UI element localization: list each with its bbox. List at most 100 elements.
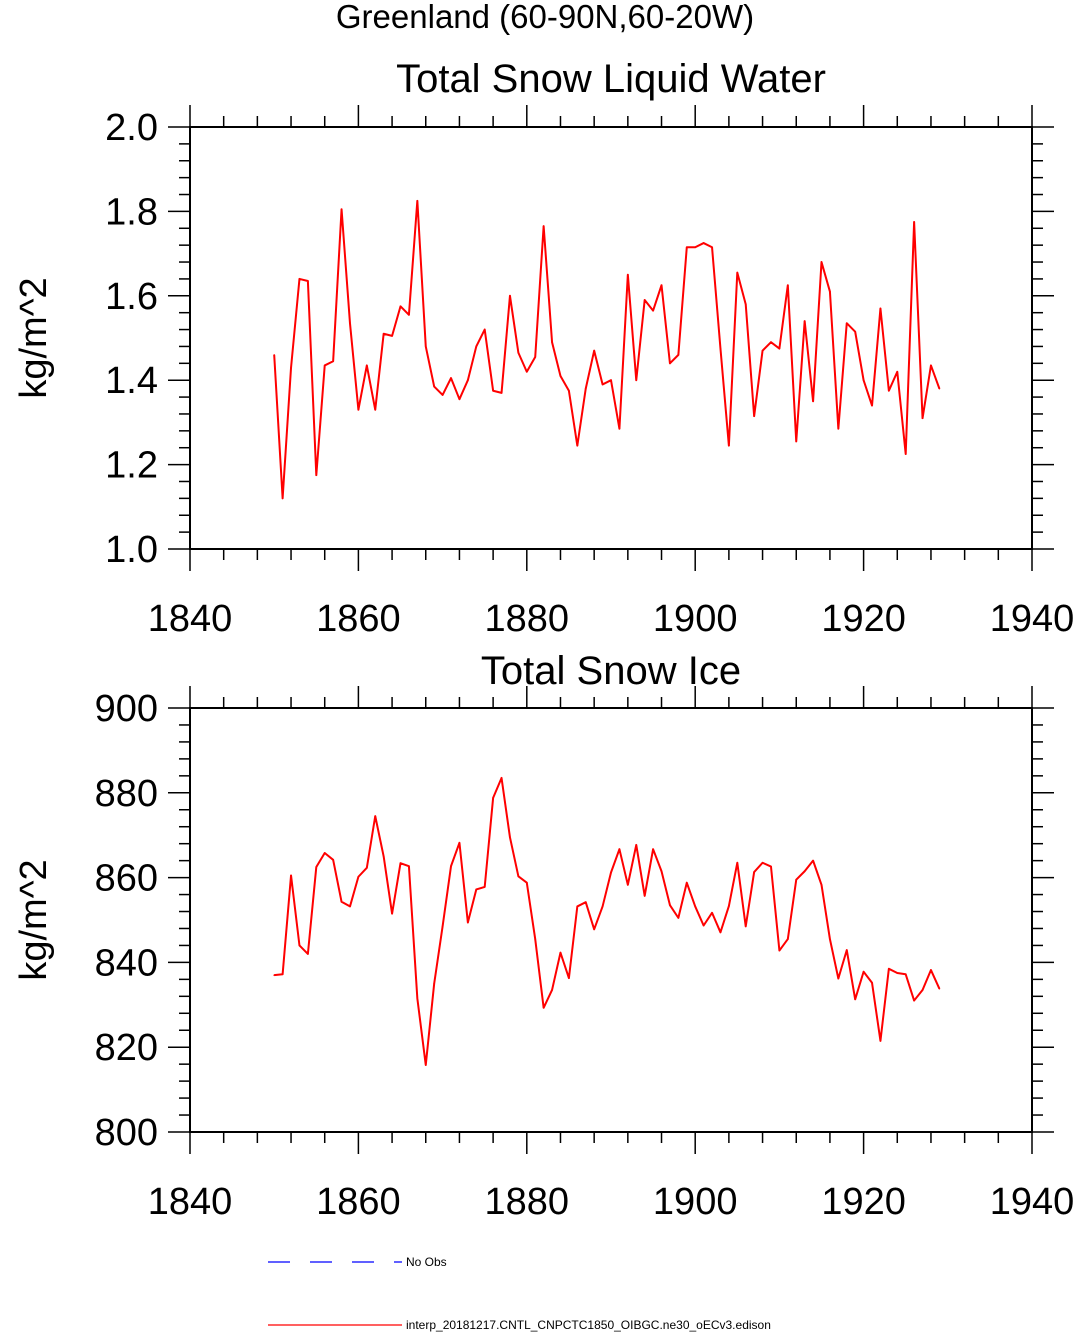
ice-data-point: [349, 905, 351, 908]
ice-data-point: [483, 886, 486, 888]
slw-xtick-label: 1840: [148, 598, 233, 640]
ice-data-point: [871, 981, 873, 984]
ice-data-point: [744, 925, 747, 928]
ice-xtick-label: 1860: [316, 1181, 401, 1223]
ice-data-point: [450, 865, 452, 867]
slw-data-point: [719, 347, 722, 350]
slw-ytick-label: 1.2: [105, 445, 158, 487]
slw-data-point: [829, 290, 831, 293]
ice-data-point: [517, 875, 520, 878]
ice-data-point: [803, 870, 806, 873]
ice-ytick-label: 820: [95, 1027, 158, 1069]
ice-xtick-label: 1920: [821, 1181, 906, 1223]
slw-ylabel: kg/m^2: [13, 277, 55, 398]
ice-data-point: [888, 967, 890, 970]
slw-data-point: [441, 394, 444, 396]
slw-data-point: [862, 379, 865, 382]
ice-data-point: [307, 953, 309, 955]
ice-data-point: [921, 989, 924, 991]
slw-data-point: [879, 307, 882, 310]
slw-data-point: [382, 332, 385, 335]
ice-data-point: [694, 905, 696, 908]
ice-data-point: [416, 997, 419, 1000]
slw-data-point: [744, 303, 747, 306]
ice-data-point: [332, 858, 334, 861]
ice-data-point: [820, 884, 823, 886]
ice-series-line: [274, 776, 941, 1067]
slw-data-point: [753, 415, 755, 417]
ice-data-point: [576, 905, 579, 908]
slw-data-point: [635, 379, 638, 382]
ice-data-point: [526, 881, 528, 884]
slw-data-point: [509, 295, 511, 297]
ice-xtick-label: 1940: [990, 1181, 1075, 1223]
slw-ytick-label: 1.6: [105, 276, 158, 318]
ice-data-point: [660, 870, 663, 873]
ice-data-point: [896, 972, 899, 974]
slw-data-point: [307, 280, 309, 282]
ice-data-point: [862, 970, 865, 973]
ice-data-point: [736, 861, 739, 864]
ice-data-point: [837, 977, 840, 980]
slw-data-point: [526, 370, 528, 373]
ice-data-point: [273, 974, 276, 976]
slw-data-point: [736, 271, 739, 274]
slw-xtick-label: 1940: [990, 598, 1075, 640]
ice-ytick-label: 840: [95, 942, 158, 984]
slw-data-point: [778, 347, 781, 350]
legend-label-model: interp_20181217.CNTL_CNPCTC1850_OIBGC.ne…: [406, 1318, 771, 1332]
slw-data-point: [450, 377, 452, 379]
ice-data-point: [938, 987, 941, 990]
ice-data-point: [652, 848, 654, 850]
ice-data-point: [408, 865, 410, 867]
slw-data-point: [576, 444, 579, 447]
slw-data-point: [500, 392, 503, 394]
slw-data-point: [542, 225, 545, 227]
slw-data-point: [366, 364, 368, 367]
slw-data-point: [820, 261, 823, 263]
slw-data-point: [854, 330, 856, 333]
ice-ylabel: kg/m^2: [13, 859, 55, 980]
ice-data-point: [711, 911, 713, 914]
ice-data-point: [340, 900, 343, 903]
ice-data-point: [315, 866, 318, 868]
ice-ytick-label: 900: [95, 688, 158, 730]
ice-data-point: [601, 905, 604, 908]
slw-chart-title: Total Snow Liquid Water: [396, 57, 826, 101]
slw-data-point: [315, 474, 318, 476]
legend-item-obs: No Obs: [268, 1255, 447, 1269]
ice-data-point: [812, 859, 814, 862]
slw-data-point: [770, 341, 772, 344]
ice-data-point: [685, 881, 688, 884]
ice-data-point: [702, 924, 705, 927]
slw-data-point: [728, 444, 730, 447]
slw-data-point: [568, 389, 570, 392]
ice-data-point: [677, 917, 680, 919]
slw-data-point: [930, 364, 932, 367]
ice-data-point: [854, 998, 856, 1001]
ice-data-point: [298, 944, 301, 947]
slw-data-point: [492, 389, 494, 392]
ice-data-point: [551, 989, 553, 991]
ice-data-point: [904, 973, 907, 976]
slw-data-point: [627, 273, 629, 276]
slw-data-point: [702, 242, 705, 244]
ice-data-point: [382, 855, 385, 858]
ice-data-point: [627, 884, 629, 886]
ice-data-point: [475, 888, 478, 891]
slw-data-point: [584, 387, 587, 390]
ice-data-point: [610, 871, 612, 874]
ice-data-point: [770, 865, 772, 868]
slw-data-point: [643, 299, 646, 301]
ice-data-point: [829, 938, 831, 940]
slw-data-point: [416, 200, 419, 202]
panel-snow-liquid-water: Total Snow Liquid Water 1.0 1.2 1.4 1.6 1.8 2.…: [13, 57, 1074, 640]
ice-data-point: [366, 867, 368, 869]
slw-data-point: [618, 427, 621, 430]
slw-data-point: [871, 404, 873, 407]
slw-ytick-label: 1.0: [105, 529, 158, 571]
ice-data-point: [281, 973, 284, 976]
slw-data-point: [593, 349, 595, 352]
ice-xtick-label: 1900: [653, 1181, 738, 1223]
